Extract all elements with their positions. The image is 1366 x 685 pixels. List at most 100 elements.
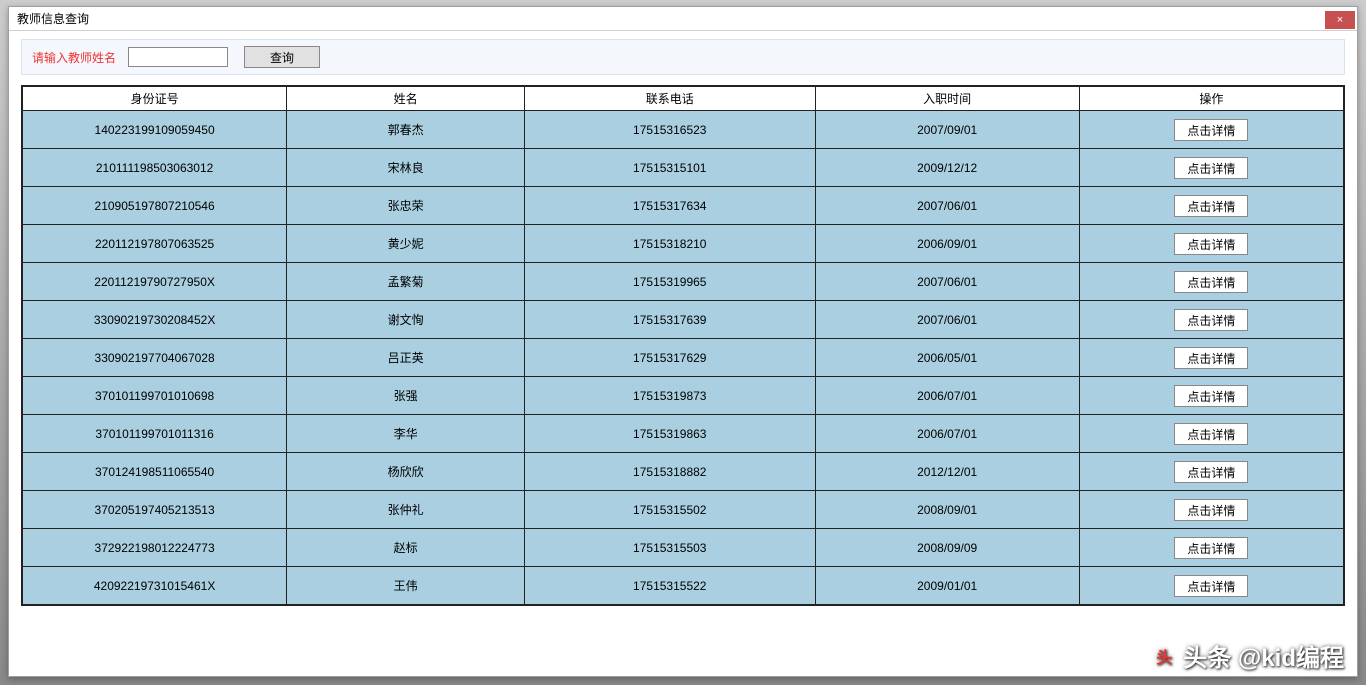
cell-phone: 17515319863 — [524, 415, 815, 453]
cell-id: 220112197807063525 — [23, 225, 287, 263]
detail-button[interactable]: 点击详情 — [1174, 157, 1248, 179]
cell-action: 点击详情 — [1079, 339, 1343, 377]
cell-id: 330902197704067028 — [23, 339, 287, 377]
col-header-date: 入职时间 — [815, 87, 1079, 111]
table-row: 330902197704067028吕正英175153176292006/05/… — [23, 339, 1344, 377]
cell-id: 140223199109059450 — [23, 111, 287, 149]
cell-name: 宋林良 — [287, 149, 525, 187]
cell-action: 点击详情 — [1079, 187, 1343, 225]
cell-action: 点击详情 — [1079, 149, 1343, 187]
cell-phone: 17515315503 — [524, 529, 815, 567]
cell-date: 2007/06/01 — [815, 301, 1079, 339]
detail-button[interactable]: 点击详情 — [1174, 575, 1248, 597]
cell-name: 张仲礼 — [287, 491, 525, 529]
cell-date: 2009/12/12 — [815, 149, 1079, 187]
detail-button[interactable]: 点击详情 — [1174, 119, 1248, 141]
cell-phone: 17515317639 — [524, 301, 815, 339]
table-row: 370205197405213513张仲礼175153155022008/09/… — [23, 491, 1344, 529]
cell-phone: 17515318210 — [524, 225, 815, 263]
window-title: 教师信息查询 — [17, 10, 89, 27]
cell-name: 黄少妮 — [287, 225, 525, 263]
cell-name: 吕正英 — [287, 339, 525, 377]
table-row: 372922198012224773赵标175153155032008/09/0… — [23, 529, 1344, 567]
teacher-name-input[interactable] — [128, 47, 228, 67]
cell-action: 点击详情 — [1079, 415, 1343, 453]
table-row: 210111198503063012宋林良175153151012009/12/… — [23, 149, 1344, 187]
detail-button[interactable]: 点击详情 — [1174, 385, 1248, 407]
close-icon: × — [1337, 14, 1343, 26]
cell-name: 王伟 — [287, 567, 525, 605]
table-row: 33090219730208452X谢文恂175153176392007/06/… — [23, 301, 1344, 339]
cell-name: 李华 — [287, 415, 525, 453]
cell-id: 370124198511065540 — [23, 453, 287, 491]
cell-phone: 17515317629 — [524, 339, 815, 377]
search-button[interactable]: 查询 — [244, 46, 320, 68]
teacher-table-container: 身份证号 姓名 联系电话 入职时间 操作 140223199109059450郭… — [21, 85, 1345, 606]
search-bar: 请输入教师姓名 查询 — [21, 39, 1345, 75]
cell-date: 2008/09/01 — [815, 491, 1079, 529]
table-body: 140223199109059450郭春杰175153165232007/09/… — [23, 111, 1344, 605]
cell-phone: 17515319873 — [524, 377, 815, 415]
cell-phone: 17515318882 — [524, 453, 815, 491]
cell-name: 谢文恂 — [287, 301, 525, 339]
cell-name: 张强 — [287, 377, 525, 415]
detail-button[interactable]: 点击详情 — [1174, 271, 1248, 293]
cell-date: 2007/06/01 — [815, 187, 1079, 225]
detail-button[interactable]: 点击详情 — [1174, 499, 1248, 521]
cell-name: 杨欣欣 — [287, 453, 525, 491]
cell-phone: 17515315502 — [524, 491, 815, 529]
cell-action: 点击详情 — [1079, 301, 1343, 339]
cell-date: 2009/01/01 — [815, 567, 1079, 605]
cell-action: 点击详情 — [1079, 111, 1343, 149]
cell-phone: 17515315522 — [524, 567, 815, 605]
detail-button[interactable]: 点击详情 — [1174, 233, 1248, 255]
cell-action: 点击详情 — [1079, 529, 1343, 567]
col-header-name: 姓名 — [287, 87, 525, 111]
cell-phone: 17515315101 — [524, 149, 815, 187]
cell-action: 点击详情 — [1079, 567, 1343, 605]
detail-button[interactable]: 点击详情 — [1174, 195, 1248, 217]
cell-date: 2006/07/01 — [815, 415, 1079, 453]
cell-phone: 17515316523 — [524, 111, 815, 149]
cell-phone: 17515317634 — [524, 187, 815, 225]
cell-name: 张忠荣 — [287, 187, 525, 225]
cell-date: 2007/06/01 — [815, 263, 1079, 301]
cell-date: 2007/09/01 — [815, 111, 1079, 149]
table-row: 42092219731015461X王伟175153155222009/01/0… — [23, 567, 1344, 605]
close-button[interactable]: × — [1325, 11, 1355, 29]
cell-date: 2006/07/01 — [815, 377, 1079, 415]
cell-id: 33090219730208452X — [23, 301, 287, 339]
cell-action: 点击详情 — [1079, 377, 1343, 415]
detail-button[interactable]: 点击详情 — [1174, 347, 1248, 369]
cell-id: 372922198012224773 — [23, 529, 287, 567]
cell-id: 210905197807210546 — [23, 187, 287, 225]
cell-id: 210111198503063012 — [23, 149, 287, 187]
cell-action: 点击详情 — [1079, 225, 1343, 263]
cell-id: 370101199701011316 — [23, 415, 287, 453]
table-row: 22011219790727950X孟繁菊175153199652007/06/… — [23, 263, 1344, 301]
cell-action: 点击详情 — [1079, 491, 1343, 529]
table-row: 210905197807210546张忠荣175153176342007/06/… — [23, 187, 1344, 225]
cell-date: 2008/09/09 — [815, 529, 1079, 567]
table-row: 140223199109059450郭春杰175153165232007/09/… — [23, 111, 1344, 149]
cell-id: 370101199701010698 — [23, 377, 287, 415]
detail-button[interactable]: 点击详情 — [1174, 537, 1248, 559]
cell-action: 点击详情 — [1079, 453, 1343, 491]
col-header-action: 操作 — [1079, 87, 1343, 111]
teacher-query-window: 教师信息查询 × 请输入教师姓名 查询 身份证号 姓名 联系电话 入职时间 操作 — [8, 6, 1358, 677]
cell-id: 22011219790727950X — [23, 263, 287, 301]
cell-name: 孟繁菊 — [287, 263, 525, 301]
cell-id: 42092219731015461X — [23, 567, 287, 605]
cell-phone: 17515319965 — [524, 263, 815, 301]
table-row: 220112197807063525黄少妮175153182102006/09/… — [23, 225, 1344, 263]
cell-date: 2006/09/01 — [815, 225, 1079, 263]
detail-button[interactable]: 点击详情 — [1174, 461, 1248, 483]
detail-button[interactable]: 点击详情 — [1174, 423, 1248, 445]
table-row: 370101199701011316李华175153198632006/07/0… — [23, 415, 1344, 453]
table-row: 370101199701010698张强175153198732006/07/0… — [23, 377, 1344, 415]
detail-button[interactable]: 点击详情 — [1174, 309, 1248, 331]
teacher-table: 身份证号 姓名 联系电话 入职时间 操作 140223199109059450郭… — [22, 86, 1344, 605]
cell-date: 2012/12/01 — [815, 453, 1079, 491]
col-header-phone: 联系电话 — [524, 87, 815, 111]
titlebar: 教师信息查询 × — [9, 7, 1357, 31]
